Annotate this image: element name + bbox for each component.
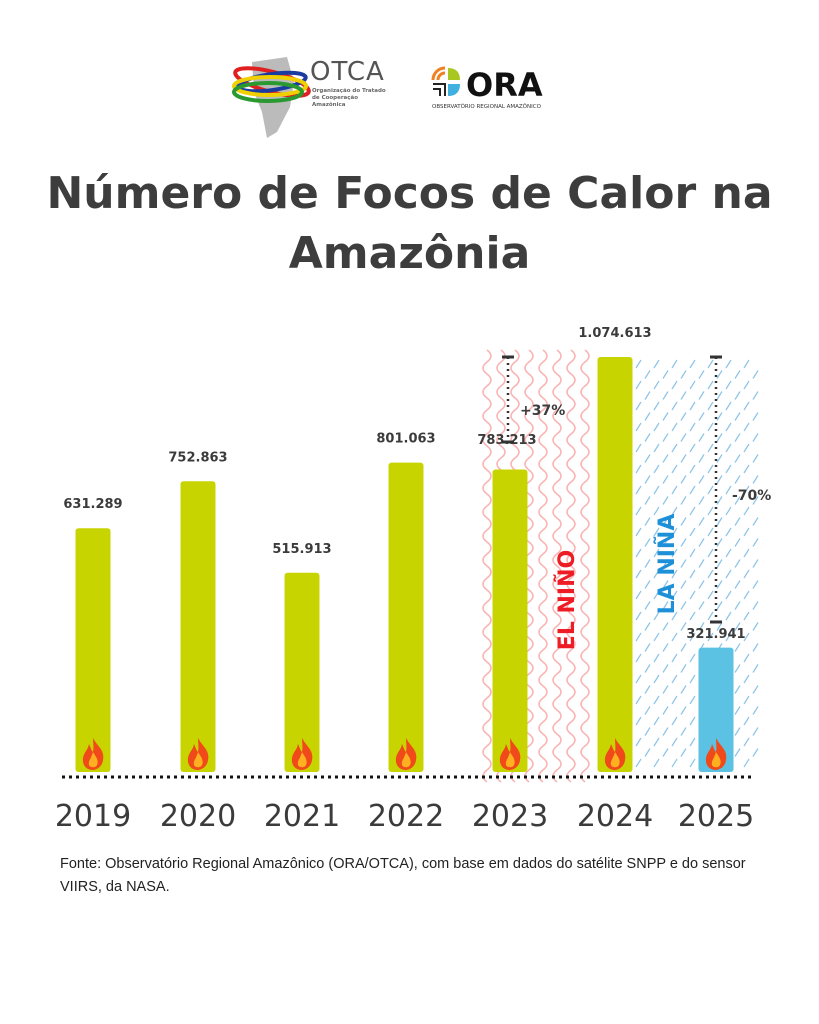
source-note: Fonte: Observatório Regional Amazônico (… <box>60 856 746 895</box>
change-bracket-2023-2024 <box>502 355 514 444</box>
el-nino-waves <box>482 349 590 783</box>
otca-name: OTCA <box>310 57 385 87</box>
flame-icon <box>291 738 313 770</box>
x-tick-label: 2023 <box>472 799 548 834</box>
ora-emblem-icon <box>431 66 460 96</box>
flame-icon <box>604 738 626 770</box>
bar-2021 <box>284 572 320 772</box>
x-tick-label: 2022 <box>368 799 444 834</box>
la-nina-label: LA NIÑA <box>654 514 680 615</box>
flame-icon <box>187 738 209 770</box>
flame-icon <box>82 738 104 770</box>
percent-change-label: -70% <box>732 488 771 504</box>
otca-logo: OTCA Organização do Tratado de Cooperaçã… <box>232 52 392 140</box>
data-label: 515.913 <box>272 542 331 557</box>
otca-emblem-icon <box>232 57 311 138</box>
data-label: 631.289 <box>63 497 122 512</box>
flame-icon <box>395 738 417 770</box>
x-tick-label: 2024 <box>577 799 653 834</box>
bar-chart: 631.289 2019 752.863 2020 515.913 2021 801.063… <box>55 326 772 834</box>
flame-icon <box>499 738 521 770</box>
el-nino-label: EL NIÑO <box>554 550 580 650</box>
chart-title: Número de Focos de Calor na Amazônia <box>46 168 773 279</box>
data-label: 801.063 <box>376 432 435 447</box>
percent-change-label: +37% <box>520 403 565 419</box>
data-label: 321.941 <box>686 627 745 642</box>
data-label: 1.074.613 <box>578 326 651 341</box>
bar-2024 <box>597 357 633 772</box>
bar-2022 <box>388 462 424 772</box>
x-tick-label: 2025 <box>678 799 754 834</box>
ora-logo: ORA OBSERVATÓRIO REGIONAL AMAZÔNICO <box>430 66 560 116</box>
otca-subtitle: Organização do Tratado de Cooperação Ama… <box>312 88 386 108</box>
ora-name: ORA <box>466 66 543 104</box>
bar-2025 <box>698 647 734 772</box>
x-tick-label: 2021 <box>264 799 340 834</box>
bar-2020 <box>180 481 216 772</box>
x-tick-label: 2019 <box>55 799 131 834</box>
bar-2023 <box>492 469 528 772</box>
x-tick-label: 2020 <box>160 799 236 834</box>
bar-2019 <box>75 528 111 772</box>
ora-subtitle: OBSERVATÓRIO REGIONAL AMAZÔNICO <box>432 104 541 110</box>
change-bracket-2024-2025 <box>710 355 722 624</box>
data-label: 752.863 <box>168 450 227 465</box>
flame-icon <box>705 738 727 770</box>
